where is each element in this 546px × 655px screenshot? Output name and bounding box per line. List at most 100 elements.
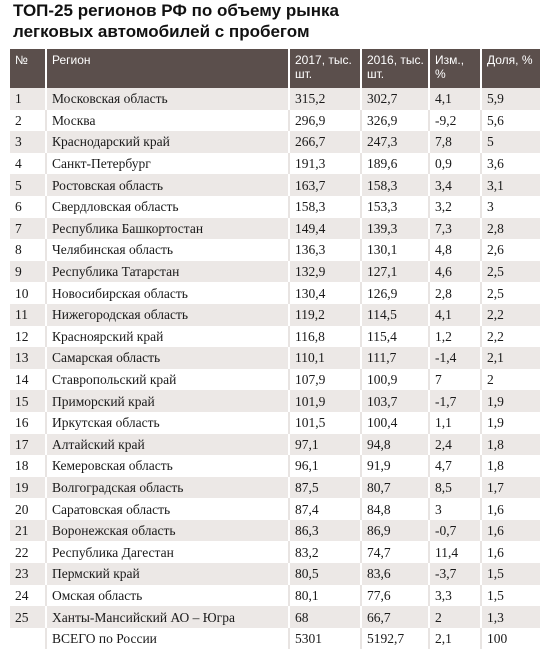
cell-2016: 100,4	[361, 411, 430, 434]
cell-2016: 111,7	[361, 347, 430, 369]
table-row: 15 Приморский край 101,9 103,7 -1,7 1,9	[10, 390, 540, 412]
cell-change: 3	[429, 498, 482, 520]
cell-2017: 296,9	[289, 109, 362, 132]
cell-region: Челябинская область	[46, 239, 290, 261]
cell-num: 24	[10, 584, 47, 607]
cell-2017: 97,1	[289, 433, 362, 456]
regions-table: № Регион 2017, тыс. шт. 2016, тыс. шт. И…	[10, 49, 540, 650]
table-row: 6 Свердловская область 158,3 153,3 3,2 3	[10, 195, 540, 218]
cell-2017: 315,2	[289, 88, 362, 110]
cell-num: 16	[10, 411, 47, 434]
header-region: Регион	[46, 49, 290, 88]
cell-num: 5	[10, 174, 47, 196]
cell-num: 10	[10, 282, 47, 304]
cell-2016: 86,9	[361, 519, 430, 542]
header-change: Изм., %	[429, 49, 482, 88]
cell-2016: 247,3	[361, 131, 430, 153]
cell-num: 6	[10, 195, 47, 218]
table-header-row: № Регион 2017, тыс. шт. 2016, тыс. шт. И…	[10, 49, 540, 88]
cell-num: 7	[10, 217, 47, 240]
cell-region: Краснодарский край	[46, 131, 290, 153]
cell-2016: 115,4	[361, 325, 430, 348]
cell-num: 11	[10, 303, 47, 326]
cell-2017: 80,5	[289, 563, 362, 585]
cell-share: 100	[481, 627, 540, 650]
cell-share: 1,5	[481, 563, 540, 585]
cell-2017: 132,9	[289, 260, 362, 283]
cell-change: -1,7	[429, 390, 482, 412]
cell-2017: 80,1	[289, 584, 362, 607]
cell-region: Московская область	[46, 88, 290, 110]
cell-region: Ставропольский край	[46, 368, 290, 391]
cell-2016: 158,3	[361, 174, 430, 196]
cell-num: 23	[10, 563, 47, 585]
cell-change: 4,1	[429, 88, 482, 110]
cell-2017: 158,3	[289, 195, 362, 218]
cell-num: 20	[10, 498, 47, 520]
cell-2016: 326,9	[361, 109, 430, 132]
cell-region: Свердловская область	[46, 195, 290, 218]
table-row: 24 Омская область 80,1 77,6 3,3 1,5	[10, 584, 540, 607]
cell-region: Республика Дагестан	[46, 541, 290, 564]
cell-num: 13	[10, 347, 47, 369]
cell-2017: 5301	[289, 627, 362, 650]
cell-share: 1,6	[481, 541, 540, 564]
cell-region: Волгоградская область	[46, 476, 290, 499]
cell-change: 7	[429, 368, 482, 391]
title-line-1: ТОП-25 регионов РФ по объему рынка	[13, 1, 339, 20]
table-total-row: ВСЕГО по России 5301 5192,7 2,1 100	[10, 627, 540, 650]
cell-change: 0,9	[429, 152, 482, 175]
cell-region: Нижегородская область	[46, 303, 290, 326]
cell-share: 1,9	[481, 411, 540, 434]
cell-2016: 302,7	[361, 88, 430, 110]
cell-change: 3,2	[429, 195, 482, 218]
cell-region: Республика Татарстан	[46, 260, 290, 283]
table-row: 25 Ханты-Мансийский АО – Югра 68 66,7 2 1,3	[10, 606, 540, 628]
header-share: Доля, %	[481, 49, 540, 88]
cell-share: 5,9	[481, 88, 540, 110]
table-row: 10 Новосибирская область 130,4 126,9 2,8 2,5	[10, 282, 540, 304]
cell-change: 2	[429, 606, 482, 628]
cell-2017: 149,4	[289, 217, 362, 240]
table-body: 1 Московская область 315,2 302,7 4,1 5,9 2 Моск…	[10, 88, 540, 650]
table-row: 1 Московская область 315,2 302,7 4,1 5,9	[10, 88, 540, 110]
cell-region: Новосибирская область	[46, 282, 290, 304]
cell-share: 1,7	[481, 476, 540, 499]
cell-num	[10, 627, 47, 650]
cell-share: 2,5	[481, 282, 540, 304]
cell-num: 12	[10, 325, 47, 348]
cell-2016: 100,9	[361, 368, 430, 391]
cell-2017: 96,1	[289, 455, 362, 477]
cell-change: 1,1	[429, 411, 482, 434]
cell-share: 2,5	[481, 260, 540, 283]
cell-change: 4,6	[429, 260, 482, 283]
cell-share: 5	[481, 131, 540, 153]
cell-2017: 266,7	[289, 131, 362, 153]
cell-share: 1,6	[481, 498, 540, 520]
cell-share: 2,6	[481, 239, 540, 261]
table-row: 18 Кемеровская область 96,1 91,9 4,7 1,8	[10, 455, 540, 477]
cell-2016: 114,5	[361, 303, 430, 326]
cell-share: 2,1	[481, 347, 540, 369]
cell-2016: 91,9	[361, 455, 430, 477]
cell-change: 7,3	[429, 217, 482, 240]
cell-region: Республика Башкортостан	[46, 217, 290, 240]
cell-num: 21	[10, 519, 47, 542]
cell-2017: 87,4	[289, 498, 362, 520]
cell-share: 3,1	[481, 174, 540, 196]
header-num: №	[10, 49, 47, 88]
cell-num: 9	[10, 260, 47, 283]
cell-change: -3,7	[429, 563, 482, 585]
cell-2017: 86,3	[289, 519, 362, 542]
cell-region: Иркутская область	[46, 411, 290, 434]
cell-2017: 68	[289, 606, 362, 628]
table-row: 12 Красноярский край 116,8 115,4 1,2 2,2	[10, 325, 540, 348]
cell-2016: 94,8	[361, 433, 430, 456]
cell-share: 1,8	[481, 433, 540, 456]
cell-change: 4,1	[429, 303, 482, 326]
table-row: 4 Санкт-Петербург 191,3 189,6 0,9 3,6	[10, 152, 540, 175]
table-row: 23 Пермский край 80,5 83,6 -3,7 1,5	[10, 563, 540, 585]
cell-share: 2,2	[481, 325, 540, 348]
cell-2017: 191,3	[289, 152, 362, 175]
cell-change: 4,7	[429, 455, 482, 477]
